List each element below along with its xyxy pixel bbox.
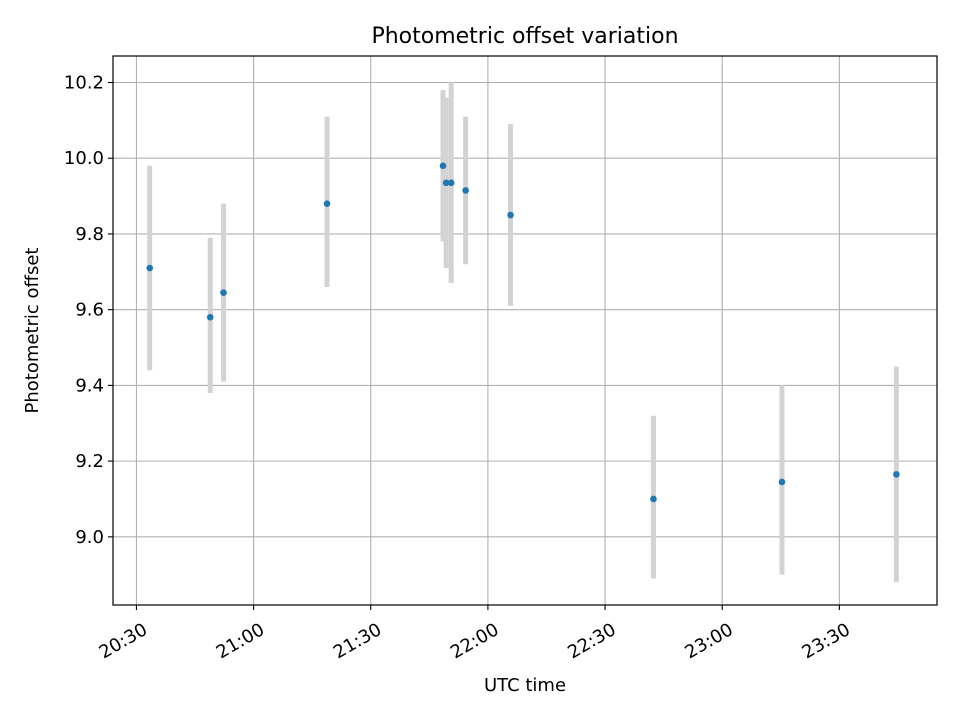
data-point xyxy=(442,179,450,187)
data-point xyxy=(206,313,214,321)
data-point xyxy=(146,264,154,272)
x-tick-label: 20:30 xyxy=(96,619,151,663)
plot-frame xyxy=(112,55,938,606)
y-tick-label: 10.0 xyxy=(64,148,104,169)
data-point xyxy=(323,200,331,207)
x-tick-label: 21:00 xyxy=(213,619,268,663)
y-tick-label: 9.2 xyxy=(75,451,104,472)
data-point xyxy=(220,289,227,296)
x-tick-label: 23:00 xyxy=(681,619,736,663)
y-tick-label: 9.6 xyxy=(75,300,104,321)
ticks: 20:30 21:00 21:30 22:00 22:30 23:00 23:30 9.0 9.… xyxy=(64,73,854,664)
x-tick-label: 21:30 xyxy=(330,619,385,663)
data-points xyxy=(146,162,900,503)
data-point xyxy=(447,179,455,187)
x-tick-label: 22:00 xyxy=(447,619,502,663)
chart-title: Photometric offset variation xyxy=(371,24,678,49)
y-tick-label: 10.2 xyxy=(64,73,104,94)
x-tick-label: 22:30 xyxy=(564,619,619,663)
y-tick-label: 9.0 xyxy=(75,527,104,548)
y-tick-label: 9.8 xyxy=(75,224,104,245)
error-bars xyxy=(147,82,899,583)
x-axis-label: UTC time xyxy=(484,675,566,696)
data-point xyxy=(778,478,786,486)
data-point xyxy=(893,471,900,478)
data-point xyxy=(507,211,514,219)
y-axis-label: Photometric offset xyxy=(22,248,43,414)
x-tick-label: 23:30 xyxy=(799,619,854,663)
grid xyxy=(113,56,937,605)
y-tick-label: 9.4 xyxy=(75,375,104,396)
data-point xyxy=(439,162,447,170)
data-point xyxy=(462,187,469,194)
data-point xyxy=(650,495,657,503)
